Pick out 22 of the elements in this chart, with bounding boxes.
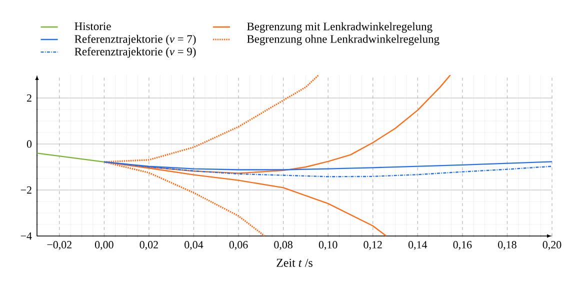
y-tick-label: −2 [20,186,32,194]
x-tick-label: −0,02 [47,241,72,250]
y-tick-label: 0 [26,140,32,148]
legend-label: Historie [74,22,111,30]
legend-label: Begrenzung mit Lenkradwinkelregelung [247,22,432,33]
x-tick-label: 0,14 [408,241,428,250]
y-tick-label: 2 [26,94,32,102]
x-axis-title: Zeit t /s [276,258,312,267]
legend-label: Begrenzung ohne Lenkradwinkelregelung [247,34,440,46]
legend-label: Referenztrajektorie (ν = 9) [74,47,196,58]
x-tick-label: 0,20 [542,241,562,250]
x-tick-label: 0,18 [498,241,516,250]
x-tick-label: 0,02 [140,241,158,250]
x-tick-label: 0,06 [229,241,248,250]
y-tick-label: −4 [20,232,32,240]
x-tick-label: 0,10 [318,241,338,250]
x-tick-label: 0,16 [453,241,472,250]
x-tick-label: 0,00 [95,241,114,250]
x-tick-label: 0,12 [364,241,382,250]
x-tick-label: 0,08 [274,241,292,250]
legend-label: Referenztrajektorie (ν = 7) [74,34,196,46]
x-tick-label: 0,04 [184,241,204,250]
